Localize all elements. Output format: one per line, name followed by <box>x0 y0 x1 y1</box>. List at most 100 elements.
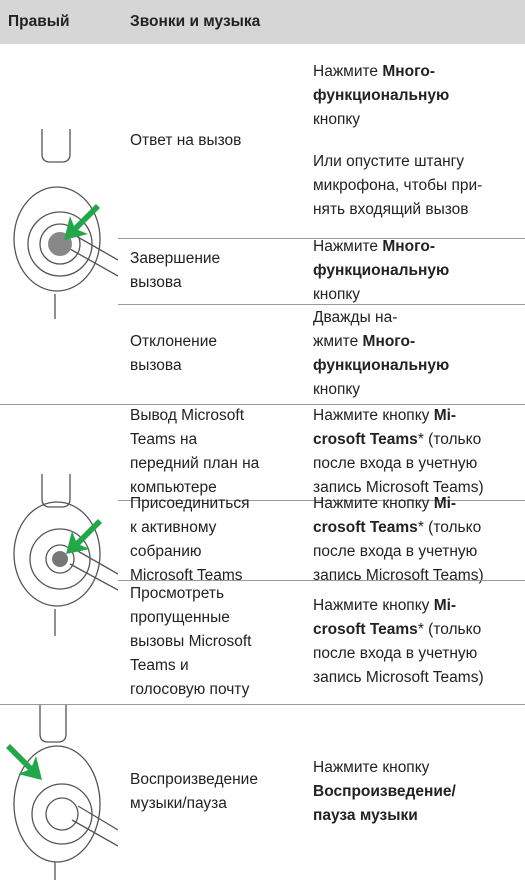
headset-illustration <box>6 704 118 880</box>
function-text: к активному <box>130 519 217 536</box>
action-line: функциональную <box>313 84 525 108</box>
action-line: Воспроизведение/ <box>313 780 525 804</box>
action-line: Нажмите кнопку Mi- <box>313 492 525 516</box>
action-line: Нажмите Много- <box>313 235 525 259</box>
text: Или опустите штангу <box>313 153 465 170</box>
function-text: Воспроизведение <box>130 771 258 788</box>
function-text: Ответ на вызов <box>130 132 242 149</box>
action-line: запись Microsoft Teams) <box>313 564 525 588</box>
action-cell: Нажмите Много-функциональную кнопку Или оп… <box>313 44 525 238</box>
function-text: Завершение <box>130 250 221 267</box>
function-cell: Просмотреть пропущенные вызовы Microsoft Te… <box>130 580 303 704</box>
bold-text: функциональную <box>313 357 450 374</box>
bold-text: функциональную <box>313 262 450 279</box>
bold-text: crosoft Teams <box>313 519 418 536</box>
bold-text: Много- <box>362 333 416 350</box>
header-cell: Звонки и музыка <box>130 13 261 30</box>
action-paragraph: Нажмите кнопку Mi-crosoft Teams* (только… <box>313 404 525 500</box>
action-cell: Нажмите Много-функциональную кнопку <box>313 238 525 304</box>
action-line: crosoft Teams* (только <box>313 428 525 452</box>
text: микрофона, чтобы при- <box>313 177 483 194</box>
function-text: Отклонение <box>130 333 217 350</box>
function-text: вызова <box>130 357 182 374</box>
function-text: голосовую почту <box>130 681 250 698</box>
action-line: после входа в учетную <box>313 452 525 476</box>
function-cell: Отклонение вызова <box>130 304 303 404</box>
action-cell: Нажмите кнопку Mi-crosoft Teams* (только… <box>313 404 525 500</box>
function-text: компьютере <box>130 479 217 496</box>
header-cell: Правый <box>8 13 70 30</box>
headset-illustration <box>13 129 118 319</box>
text: запись Microsoft Teams) <box>313 567 484 584</box>
function-text: Teams на <box>130 431 198 448</box>
text: запись Microsoft Teams) <box>313 669 484 686</box>
function-text: пропущенные <box>130 609 230 626</box>
text: после входа в учетную <box>313 645 478 662</box>
action-paragraph: Нажмите кнопку Mi-crosoft Teams* (только… <box>313 492 525 588</box>
action-paragraph: Нажмите кнопку Воспроизведение/пауза музы… <box>313 756 525 828</box>
action-cell: Дважды на-жмите Много-функциональную кноп… <box>313 304 525 404</box>
text: * (только <box>417 621 482 638</box>
function-text: вызова <box>130 274 182 291</box>
action-line: кнопку <box>313 108 525 132</box>
action-line: Или опустите штангу <box>313 150 525 174</box>
function-text: музыки/пауза <box>130 795 227 812</box>
bold-text: crosoft Teams <box>313 621 418 638</box>
bold-text: Много- <box>382 63 435 80</box>
action-paragraph: Нажмите кнопку Mi-crosoft Teams* (только… <box>313 594 525 690</box>
action-line: запись Microsoft Teams) <box>313 476 525 500</box>
action-line: запись Microsoft Teams) <box>313 666 525 690</box>
function-text: собранию <box>130 543 202 560</box>
text: после входа в учетную <box>313 455 478 472</box>
action-paragraph: Или опустите штангу микрофона, чтобы при-… <box>313 150 525 222</box>
action-line: микрофона, чтобы при- <box>313 174 525 198</box>
function-text: Просмотреть <box>130 585 225 602</box>
function-cell: Воспроизведение музыки/пауза <box>130 704 303 880</box>
action-line: crosoft Teams* (только <box>313 618 525 642</box>
text: Нажмите кнопку <box>313 495 434 512</box>
text: * (только <box>417 431 482 448</box>
action-line: Нажмите кнопку Mi- <box>313 594 525 618</box>
function-text: Присоединиться <box>130 495 250 512</box>
function-text: Microsoft Teams <box>130 567 243 584</box>
text: Нажмите <box>313 63 383 80</box>
function-text: Teams и <box>130 657 189 674</box>
text: * (только <box>417 519 482 536</box>
function-text: Вывод Microsoft <box>130 407 245 424</box>
function-cell: Вывод Microsoft Teams на передний план на к… <box>130 404 303 500</box>
action-cell: Нажмите кнопку Воспроизведение/пауза музы… <box>313 704 525 880</box>
action-line: Нажмите кнопку Mi- <box>313 404 525 428</box>
action-line: после входа в учетную <box>313 642 525 666</box>
bold-text: пауза музыки <box>313 807 418 824</box>
text: запись Microsoft Teams) <box>313 479 484 496</box>
bold-text: crosoft Teams <box>313 431 418 448</box>
action-cell: Нажмите кнопку Mi-crosoft Teams* (только… <box>313 495 525 584</box>
bold-text: функциональную <box>313 87 450 104</box>
action-paragraph: Дважды на-жмите Много-функциональную кноп… <box>313 306 525 402</box>
action-line: кнопку <box>313 283 525 307</box>
row-separator <box>118 304 525 305</box>
text: Нажмите <box>313 238 383 255</box>
text: Дважды на- <box>313 309 398 326</box>
function-cell: Ответ на вызов <box>130 44 303 238</box>
row-separator <box>118 500 525 501</box>
text: Нажмите кнопку <box>313 759 430 776</box>
group-separator <box>0 404 525 405</box>
text: после входа в учетную <box>313 543 478 560</box>
function-cell: Завершение вызова <box>130 238 303 304</box>
action-line: нять входящий вызов <box>313 198 525 222</box>
table-header: Правый Звонки и музыка <box>0 0 525 44</box>
text: кнопку <box>313 111 361 128</box>
function-text: передний план на <box>130 455 260 472</box>
action-line: функциональную <box>313 259 525 283</box>
action-line: жмите Много- <box>313 330 525 354</box>
action-paragraph: Нажмите Много-функциональную кнопку <box>313 235 525 307</box>
text: кнопку <box>313 286 361 303</box>
function-text: вызовы Microsoft <box>130 633 252 650</box>
bold-text: Mi- <box>433 597 457 614</box>
action-line: Нажмите Много- <box>313 60 525 84</box>
bold-text: Mi- <box>433 407 457 424</box>
action-line: пауза музыки <box>313 804 525 828</box>
text: кнопку <box>313 381 361 398</box>
action-line: после входа в учетную <box>313 540 525 564</box>
